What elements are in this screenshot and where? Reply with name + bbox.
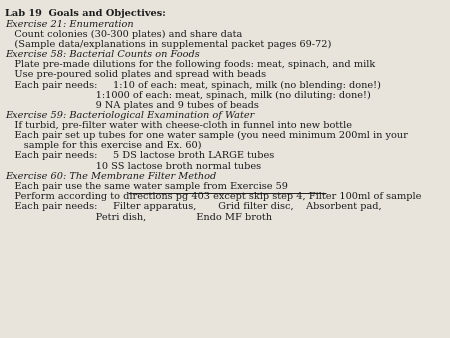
Text: Each pair needs:     5 DS lactose broth LARGE tubes: Each pair needs: 5 DS lactose broth LARG…: [5, 151, 274, 161]
Text: 9 NA plates and 9 tubes of beads: 9 NA plates and 9 tubes of beads: [5, 101, 259, 110]
Text: Each pair use the same water sample from Exercise 59: Each pair use the same water sample from…: [5, 182, 288, 191]
Text: Exercise 60: The Membrane Filter Method: Exercise 60: The Membrane Filter Method: [5, 172, 216, 181]
Text: (Sample data/explanations in supplemental packet pages 69-72): (Sample data/explanations in supplementa…: [5, 40, 332, 49]
Text: Each pair needs:     Filter apparatus,       Grid filter disc,    Absorbent pad,: Each pair needs: Filter apparatus, Grid …: [5, 202, 382, 211]
Text: Lab 19  Goals and Objectives:: Lab 19 Goals and Objectives:: [5, 9, 166, 19]
Text: Exercise 58: Bacterial Counts on Foods: Exercise 58: Bacterial Counts on Foods: [5, 50, 200, 59]
Text: If turbid, pre-filter water with cheese-cloth in funnel into new bottle: If turbid, pre-filter water with cheese-…: [5, 121, 352, 130]
Text: Each pair needs:     1:10 of each: meat, spinach, milk (no blending: done!): Each pair needs: 1:10 of each: meat, spi…: [5, 80, 381, 90]
Text: Plate pre-made dilutions for the following foods: meat, spinach, and milk: Plate pre-made dilutions for the followi…: [5, 60, 376, 69]
Text: sample for this exercise and Ex. 60): sample for this exercise and Ex. 60): [5, 141, 202, 150]
Text: Each pair set up tubes for one water sample (you need minimum 200ml in your: Each pair set up tubes for one water sam…: [5, 131, 408, 140]
Text: 10 SS lactose broth normal tubes: 10 SS lactose broth normal tubes: [5, 162, 261, 171]
Text: Exercise 59: Bacteriological Examination of Water: Exercise 59: Bacteriological Examination…: [5, 111, 255, 120]
Text: Use pre-poured solid plates and spread with beads: Use pre-poured solid plates and spread w…: [5, 70, 266, 79]
Text: Exercise 21: Enumeration: Exercise 21: Enumeration: [5, 20, 134, 29]
Text: Perform according to directions pg 403 except skip step 4, Filter 100ml of sampl: Perform according to directions pg 403 e…: [5, 192, 422, 201]
Text: Count colonies (30-300 plates) and share data: Count colonies (30-300 plates) and share…: [5, 30, 243, 39]
Text: 1:1000 of each: meat, spinach, milk (no diluting: done!): 1:1000 of each: meat, spinach, milk (no …: [5, 91, 371, 100]
Text: Petri dish,                Endo MF broth: Petri dish, Endo MF broth: [5, 212, 272, 221]
